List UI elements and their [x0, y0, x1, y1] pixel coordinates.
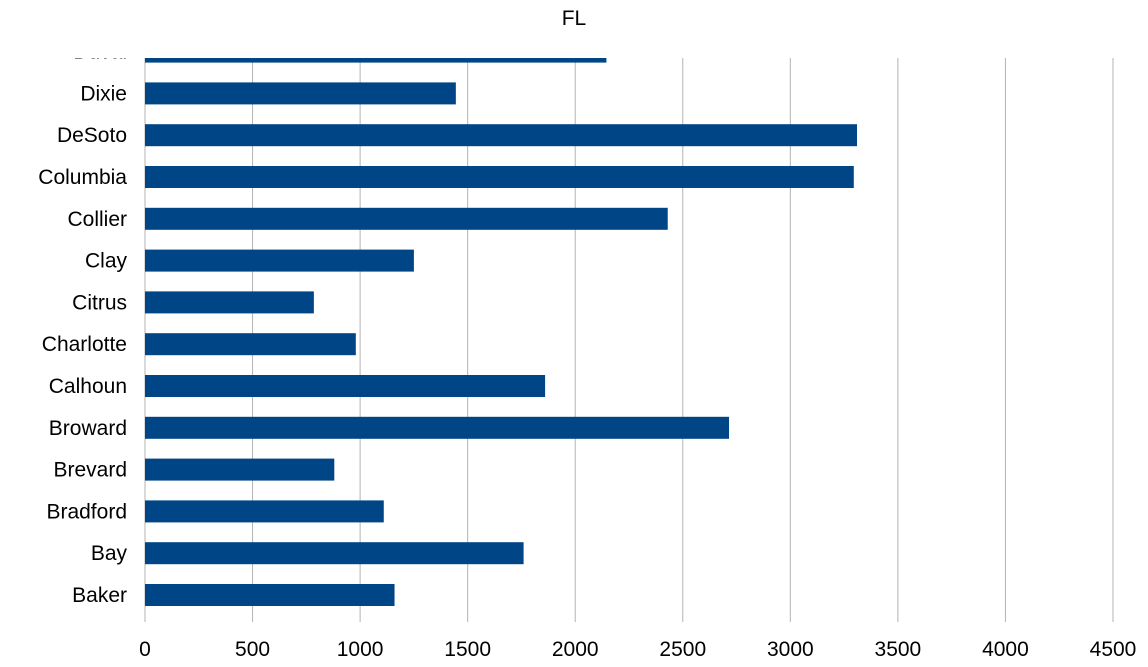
bar-bay: [145, 542, 524, 565]
category-label: Brevard: [53, 459, 127, 482]
bar-clay: [145, 249, 414, 272]
bar-baker: [145, 584, 395, 606]
x-tick-label: 0: [139, 638, 151, 661]
bar-duval: [145, 58, 607, 63]
category-labels: Baker Bay Bradford Brevard Broward Calhoun Cha…: [38, 41, 128, 607]
x-tick-label: 500: [235, 638, 270, 661]
bar-calhoun: [145, 375, 546, 397]
category-label: Calhoun: [49, 375, 127, 398]
bar-columbia: [145, 166, 854, 188]
category-label: Citrus: [72, 291, 127, 314]
category-label: Charlotte: [42, 333, 127, 356]
x-tick-label: 2500: [659, 638, 706, 661]
bar-bradford: [145, 500, 384, 523]
category-label: Broward: [49, 417, 127, 440]
bar-brevard: [145, 458, 335, 481]
category-label: Duval: [73, 41, 127, 64]
bar-collier: [145, 207, 668, 230]
category-label: Baker: [72, 584, 127, 607]
bar-desoto: [145, 124, 858, 147]
x-tick-labels: 0 500 1000 1500 2000 2500 3000 3500 4000 4500: [139, 638, 1136, 661]
bar-charlotte: [145, 333, 356, 356]
category-label: DeSoto: [57, 124, 127, 147]
category-label: Columbia: [38, 166, 127, 189]
bars: [145, 58, 858, 606]
chart-title: FL: [561, 7, 587, 30]
category-label: Dixie: [80, 82, 127, 105]
x-tick-label: 3500: [875, 638, 922, 661]
category-label: Collier: [67, 208, 127, 231]
x-tick-label: 4000: [982, 638, 1029, 661]
bar-broward: [145, 416, 730, 439]
bar-dixie: [145, 82, 456, 105]
x-tick-label: 3000: [767, 638, 814, 661]
x-tick-label: 4500: [1090, 638, 1137, 661]
x-axis-ticks: [144, 617, 1114, 622]
x-tick-label: 1500: [444, 638, 491, 661]
category-label: Bay: [91, 542, 128, 565]
x-tick-label: 1000: [337, 638, 384, 661]
bar-citrus: [145, 291, 314, 314]
category-label: Clay: [85, 250, 128, 273]
x-tick-label: 2000: [552, 638, 599, 661]
category-label: Bradford: [46, 500, 127, 523]
